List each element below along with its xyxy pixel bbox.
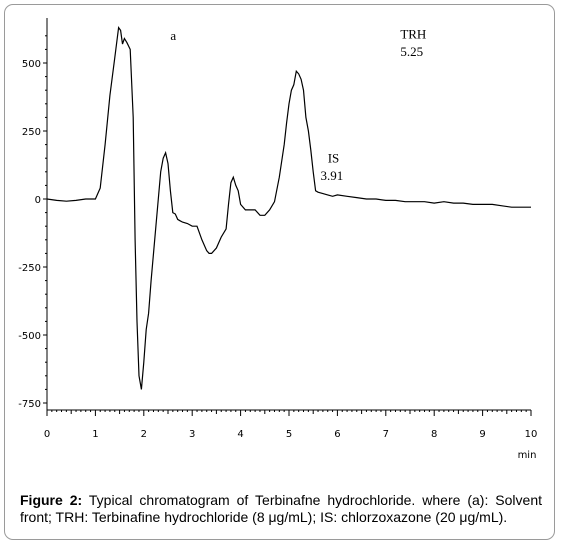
x-tick-label: 0 xyxy=(44,429,50,440)
annotation-label: 5.25 xyxy=(400,44,423,59)
x-tick-label: 6 xyxy=(334,429,340,440)
x-tick-label: 3 xyxy=(189,429,195,440)
y-tick-label: -750 xyxy=(18,399,41,410)
y-tick-label: -500 xyxy=(18,331,41,342)
y-tick-label: -250 xyxy=(18,263,41,274)
x-tick-label: 5 xyxy=(286,429,292,440)
caption-text: Typical chromatogram of Terbinafne hydro… xyxy=(20,492,543,525)
annotation-label: a xyxy=(170,28,176,43)
x-tick-label: 1 xyxy=(92,429,98,440)
y-tick-label: 0 xyxy=(35,195,41,206)
annotations-group: a TRH 5.25 IS 3.91 xyxy=(170,27,426,183)
y-tick-label: 250 xyxy=(22,127,41,138)
ticks-group: 500 250 0 -250 -500 -750 0 1 2 3 4 5 6 7 8 9 10 min xyxy=(18,35,538,461)
annotation-label: IS xyxy=(328,150,340,165)
x-tick-label: 10 xyxy=(525,429,538,440)
figure-frame xyxy=(4,4,555,540)
x-tick-label: 4 xyxy=(237,429,243,440)
caption-label: Figure 2: xyxy=(20,492,83,508)
annotation-label: TRH xyxy=(400,27,426,42)
x-axis-label: min xyxy=(518,450,537,461)
y-tick-label: 500 xyxy=(22,59,41,70)
axes-group xyxy=(46,18,531,411)
x-tick-label: 7 xyxy=(383,429,389,440)
annotation-label: 3.91 xyxy=(320,168,343,183)
figure-caption: Figure 2: Typical chromatogram of Terbin… xyxy=(20,492,542,526)
x-tick-label: 9 xyxy=(479,429,485,440)
x-tick-label: 2 xyxy=(141,429,147,440)
chromatogram-line xyxy=(46,26,531,390)
x-tick-label: 8 xyxy=(431,429,437,440)
